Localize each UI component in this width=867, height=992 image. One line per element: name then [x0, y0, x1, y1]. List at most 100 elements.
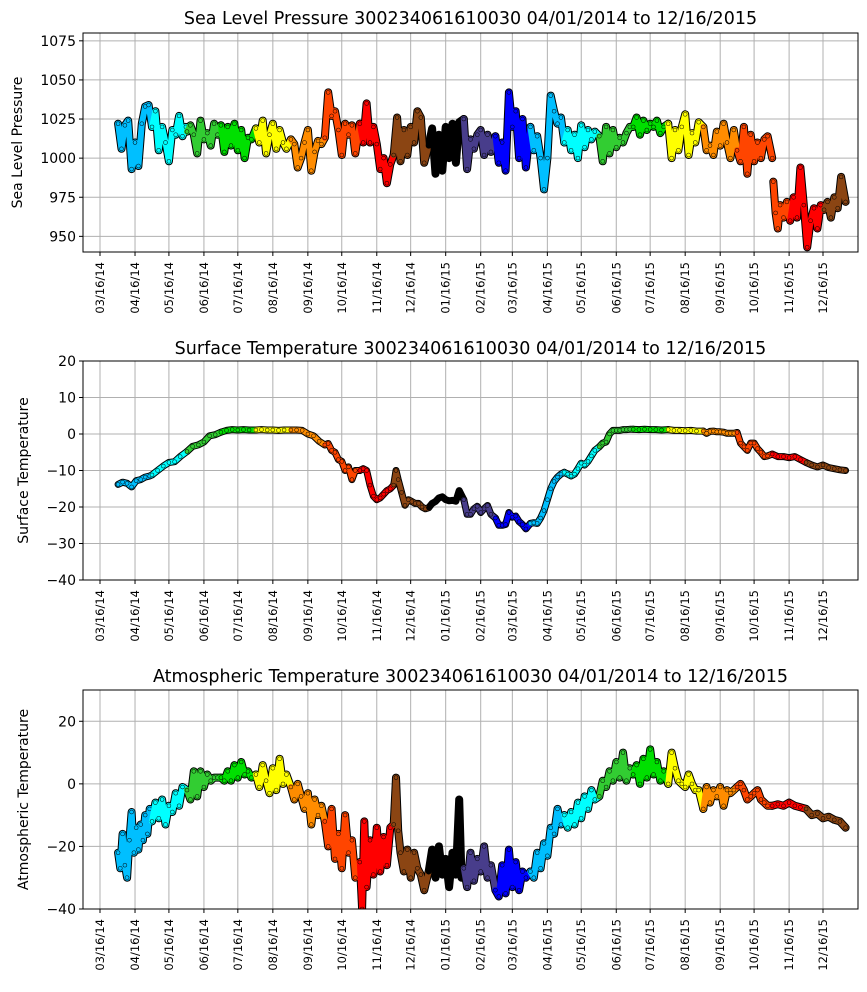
data-point [558, 822, 564, 827]
data-point [578, 123, 584, 128]
data-point [218, 429, 224, 435]
data-point [485, 503, 490, 508]
y-tick-label: −10 [46, 464, 76, 480]
data-point [748, 794, 753, 799]
data-point [309, 168, 314, 173]
data-point [357, 468, 363, 473]
data-point [468, 512, 473, 517]
data-point [288, 784, 294, 790]
x-tick-label: 01/16/15 [439, 919, 453, 971]
x-tick-label: 05/16/15 [574, 590, 588, 642]
data-point [704, 784, 709, 790]
data-point [453, 498, 459, 504]
data-point [322, 819, 328, 824]
data-point [207, 433, 212, 439]
data-point [257, 784, 262, 790]
y-tick-label: −20 [46, 839, 76, 855]
data-point [267, 790, 272, 796]
data-point [545, 853, 550, 859]
x-tick-label: 05/16/15 [574, 262, 588, 314]
data-point [568, 809, 574, 815]
data-point [284, 772, 289, 777]
data-point [506, 847, 512, 852]
data-point [364, 884, 369, 890]
data-point [781, 215, 786, 220]
data-point [610, 127, 616, 133]
data-point [188, 123, 193, 128]
data-point [572, 822, 577, 827]
y-axis-label: Sea Level Pressure [10, 77, 26, 209]
data-point [503, 522, 508, 527]
data-point [734, 784, 740, 790]
data-point [503, 168, 508, 173]
data-point [724, 787, 730, 793]
data-point [464, 166, 470, 172]
data-point [166, 460, 172, 465]
data-point [398, 850, 403, 855]
data-point [775, 226, 781, 231]
x-tick-label: 12/16/15 [816, 590, 830, 642]
data-point [592, 448, 598, 453]
data-point [634, 762, 639, 768]
data-point [222, 778, 227, 783]
data-point [415, 108, 420, 114]
data-point [798, 457, 803, 462]
data-point [411, 850, 417, 855]
data-point [249, 137, 254, 142]
data-point [568, 473, 574, 479]
x-tick-label: 05/16/14 [162, 919, 176, 971]
data-point [562, 812, 567, 818]
data-point [653, 427, 659, 432]
data-point [717, 784, 723, 790]
data-point [440, 168, 445, 173]
data-point [342, 121, 348, 126]
data-point [140, 837, 146, 843]
data-point [838, 174, 844, 180]
data-point [531, 148, 537, 153]
data-point [122, 862, 128, 868]
data-point [127, 837, 132, 843]
x-tick-label: 03/16/14 [93, 262, 107, 314]
x-tick-label: 09/16/14 [301, 590, 315, 642]
data-point [738, 159, 743, 164]
data-point [299, 428, 305, 433]
data-point [775, 454, 781, 459]
data-point [406, 497, 411, 502]
data-point [534, 521, 540, 526]
data-point [450, 850, 455, 855]
data-point [765, 453, 770, 459]
data-point [440, 494, 445, 500]
data-point [198, 118, 203, 123]
data-point [575, 155, 581, 161]
data-point [260, 762, 265, 768]
data-point [600, 159, 605, 164]
data-point [421, 160, 427, 166]
data-point [228, 778, 234, 783]
x-tick-label: 02/16/15 [474, 590, 488, 642]
data-point [478, 510, 483, 515]
data-point [401, 869, 407, 874]
data-point [464, 884, 470, 890]
data-point [781, 454, 786, 459]
data-point [751, 159, 757, 164]
data-point [600, 778, 605, 783]
x-tick-label: 07/16/14 [231, 262, 245, 314]
data-point [225, 124, 230, 130]
data-point [607, 431, 612, 437]
data-point [701, 806, 706, 812]
data-point [119, 146, 124, 152]
data-point [461, 497, 467, 502]
data-point [792, 454, 798, 459]
y-tick-label: −40 [46, 902, 76, 918]
data-point [384, 862, 390, 868]
data-point [357, 859, 363, 865]
data-point [711, 152, 716, 158]
data-point [818, 202, 823, 208]
data-point [263, 778, 269, 783]
data-point [696, 787, 701, 793]
data-point [360, 466, 366, 471]
data-point [837, 819, 843, 824]
data-point [694, 428, 699, 434]
data-point [781, 803, 786, 809]
